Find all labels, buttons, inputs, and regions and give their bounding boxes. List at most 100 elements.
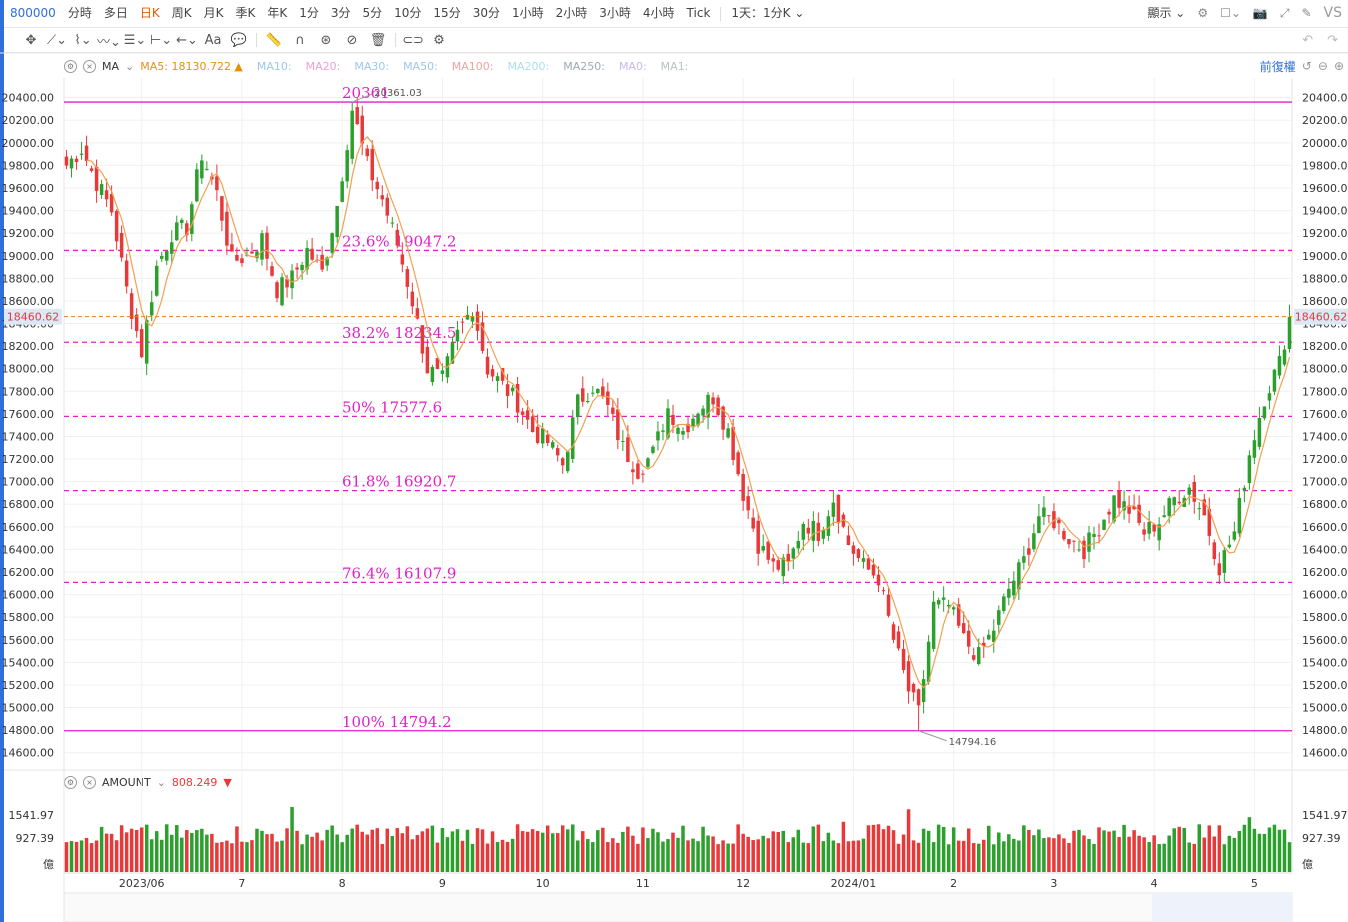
candle-body [1162,515,1166,518]
y-tick-label-left: 18200.00 [2,340,55,353]
polyline-icon[interactable]: ⌇⌄ [74,32,92,48]
symbol-code[interactable]: 800000 [10,6,56,20]
period-tab-12[interactable]: 30分 [472,6,500,20]
crosshair-icon[interactable]: ✥ [25,32,37,48]
close-icon[interactable]: × [83,59,96,73]
candle-body [726,428,730,438]
period-tab-13[interactable]: 1小時 [511,6,544,20]
hide-icon[interactable]: ⊘ [346,32,358,48]
chevron-down-icon[interactable]: ⌄ [125,59,135,73]
candle-body [465,314,470,320]
period-tab-0[interactable]: 分時 [67,6,92,20]
measure-icon[interactable]: ⊢⌄ [149,32,173,48]
redo-icon[interactable]: ↷ [1327,33,1338,48]
text-icon[interactable]: Aa [204,32,222,48]
period-tab-4[interactable]: 月K [203,6,224,20]
volume-bar [1252,828,1257,872]
undo-icon[interactable]: ↶ [1302,33,1314,48]
candle-body [1112,495,1116,522]
wave-icon[interactable]: 〰⌄ [97,34,121,50]
amount-label[interactable]: AMOUNT [102,775,151,789]
settings-gear-icon[interactable]: ⚙ [1197,6,1209,20]
period-tab-1[interactable]: 多日 [103,6,128,20]
adjust-label[interactable]: 前復權 [1259,59,1296,74]
volume-bar [1267,827,1272,872]
period-tab-3[interactable]: 周K [171,6,192,20]
volume-bar [756,839,760,872]
reset-icon[interactable]: ↺ [1301,59,1312,73]
candle-body [997,610,1001,625]
period-tab-2[interactable]: 日K [139,6,160,20]
period-tab-15[interactable]: 3小時 [599,6,631,20]
candle-body [205,168,209,170]
vs-button[interactable]: VS [1323,5,1342,21]
ma-item-9[interactable]: MA1: [660,59,689,73]
tool-settings-icon[interactable]: ⚙ [433,32,445,48]
fib-tool-icon[interactable]: ☰⌄ [123,32,147,48]
y-tick-label-left: 18800.00 [2,272,55,285]
close-icon[interactable]: × [83,775,96,789]
camera-icon[interactable]: 📷 [1252,6,1268,20]
fullscreen-icon[interactable]: ⤢ [1279,6,1290,20]
candle-body [801,524,806,540]
magnet-icon[interactable]: ∩ [295,32,305,48]
link-icon[interactable]: ⊂⊃ [402,32,424,48]
volume-bar [1152,835,1156,872]
period-tab-16[interactable]: 4小時 [642,6,675,20]
volume-bar [616,842,620,872]
candle-body [560,458,565,466]
trend-line-icon[interactable]: ⟋⌄ [47,32,67,48]
candle-body [776,560,780,570]
ma-item-3[interactable]: MA30: [354,59,390,73]
ruler-icon[interactable]: 📏 [265,32,283,48]
candle-body [1267,393,1272,401]
period-tab-5[interactable]: 季K [235,6,256,20]
period-tab-6[interactable]: 年K [267,6,288,20]
volume-bar [475,828,480,872]
volume-bar [1272,824,1277,872]
plus-icon[interactable]: ⊕ [1333,59,1344,73]
settings-icon[interactable]: ⚙ [64,775,77,789]
arrow-left-icon[interactable]: ←⌄ [176,32,198,48]
draw-pencil-icon[interactable]: ✎ [1301,6,1312,20]
candle-body [926,641,931,682]
ma-item-1[interactable]: MA10: [256,59,292,73]
volume-bar [455,829,460,872]
trash-icon[interactable]: 🗑 [369,32,387,48]
settings-icon[interactable]: ⚙ [64,59,77,73]
period-tab-17[interactable]: Tick [686,6,711,20]
candle-body [576,394,580,418]
candle-body [871,564,876,576]
ma-item-0[interactable]: MA5: 18130.722 ▲ [140,59,243,73]
ma-label[interactable]: MA [102,59,120,73]
candle-body [581,388,585,402]
chevron-down-icon[interactable]: ⌄ [156,775,166,789]
period-tab-9[interactable]: 5分 [362,6,383,20]
period-select[interactable]: 1天：1分K ⌄ [731,6,805,20]
period-tab-10[interactable]: 10分 [394,6,422,20]
ma-item-8[interactable]: MA0: [618,59,647,73]
ma-item-7[interactable]: MA250: [563,59,605,73]
volume-bar [681,825,685,872]
period-tab-14[interactable]: 2小時 [555,6,588,20]
volume-bar [626,826,630,872]
volume-bar [420,831,425,872]
ma-item-2[interactable]: MA20: [305,59,341,73]
period-tab-8[interactable]: 3分 [330,6,351,20]
volume-bar [255,828,259,872]
ma-item-4[interactable]: MA50: [403,59,438,73]
period-tab-7[interactable]: 1分 [299,6,319,20]
minus-icon[interactable]: ⊖ [1317,59,1328,73]
candle-body [79,153,84,155]
candle-body [921,679,926,703]
candle-body [876,574,881,586]
ma-item-5[interactable]: MA100: [451,59,494,73]
period-tab-11[interactable]: 15分 [433,6,461,20]
lock-icon[interactable]: ⊛ [320,32,332,48]
volume-bar [1187,842,1192,872]
x-tick-label: 7 [238,877,245,890]
comment-icon[interactable]: 💬 [230,32,248,48]
ma-item-6[interactable]: MA200: [507,59,550,73]
color-box-icon[interactable]: ☐⌄ [1220,6,1241,20]
display-menu[interactable]: 顯示 ⌄ [1147,6,1186,20]
